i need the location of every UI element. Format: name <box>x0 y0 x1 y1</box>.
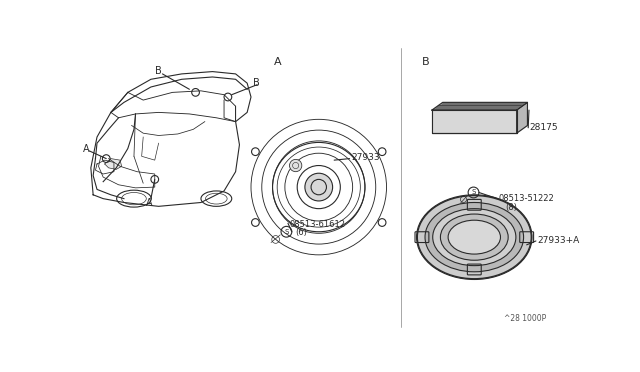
Circle shape <box>289 159 302 172</box>
Text: S: S <box>284 229 289 235</box>
Polygon shape <box>516 102 527 133</box>
Circle shape <box>452 216 496 259</box>
Text: B: B <box>253 78 260 88</box>
Text: S: S <box>471 189 476 195</box>
Text: A: A <box>83 144 90 154</box>
Text: 27933+A: 27933+A <box>538 236 580 245</box>
Circle shape <box>462 225 486 250</box>
Text: (6): (6) <box>296 228 308 237</box>
Ellipse shape <box>425 202 524 272</box>
Circle shape <box>305 173 333 201</box>
Text: B: B <box>422 57 429 67</box>
Ellipse shape <box>448 220 500 254</box>
Text: A: A <box>146 198 153 208</box>
Ellipse shape <box>433 209 516 266</box>
Polygon shape <box>432 110 516 133</box>
Ellipse shape <box>440 214 508 260</box>
Polygon shape <box>432 102 527 110</box>
Text: B: B <box>156 66 162 76</box>
Text: A: A <box>274 57 282 67</box>
Polygon shape <box>105 158 122 169</box>
Text: 08513-51222: 08513-51222 <box>499 194 555 203</box>
Text: 27933: 27933 <box>351 153 380 161</box>
Text: 08513-61612: 08513-61612 <box>289 219 346 228</box>
Text: ^28 1000P: ^28 1000P <box>504 314 546 323</box>
Ellipse shape <box>417 195 532 279</box>
Text: (8): (8) <box>505 203 517 212</box>
Text: 28175: 28175 <box>530 122 558 132</box>
